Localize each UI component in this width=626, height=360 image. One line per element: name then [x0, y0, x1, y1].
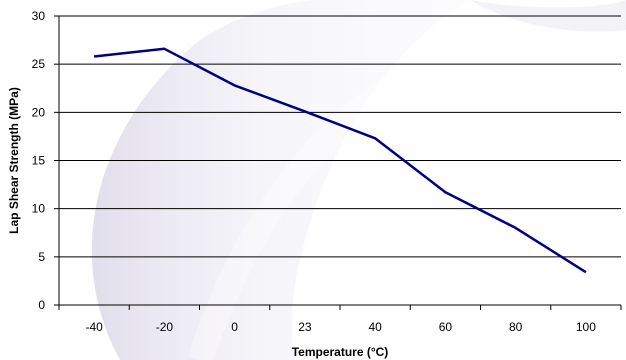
x-tick-label: -20 — [156, 320, 174, 334]
y-axis-title: Lap Shear Strength (MPa) — [7, 87, 21, 234]
series — [93, 47, 587, 274]
y-tick-label: 15 — [32, 154, 46, 168]
y-tick-label: 25 — [32, 57, 46, 71]
x-tick-label: 23 — [298, 320, 312, 334]
y-tick-label: 0 — [38, 298, 45, 312]
x-axis-title: Temperature (°C) — [292, 345, 389, 359]
x-tick-label: 100 — [576, 320, 596, 334]
x-tick-label: 60 — [439, 320, 453, 334]
x-tick-label: 80 — [509, 320, 523, 334]
x-tick-label: 40 — [368, 320, 382, 334]
tick-labels: 0 5 10 15 20 25 30 -40 -20 0 23 40 60 80 100 — [32, 9, 597, 334]
x-tick-label: 0 — [231, 320, 238, 334]
y-tick-label: 5 — [38, 250, 45, 264]
series-line-0 — [93, 47, 587, 274]
y-tick-label: 30 — [32, 9, 46, 23]
axes — [54, 15, 622, 310]
grid-lines — [59, 15, 621, 258]
y-tick-label: 10 — [32, 202, 46, 216]
x-tick-label: -40 — [85, 320, 103, 334]
y-tick-label: 20 — [32, 105, 46, 119]
